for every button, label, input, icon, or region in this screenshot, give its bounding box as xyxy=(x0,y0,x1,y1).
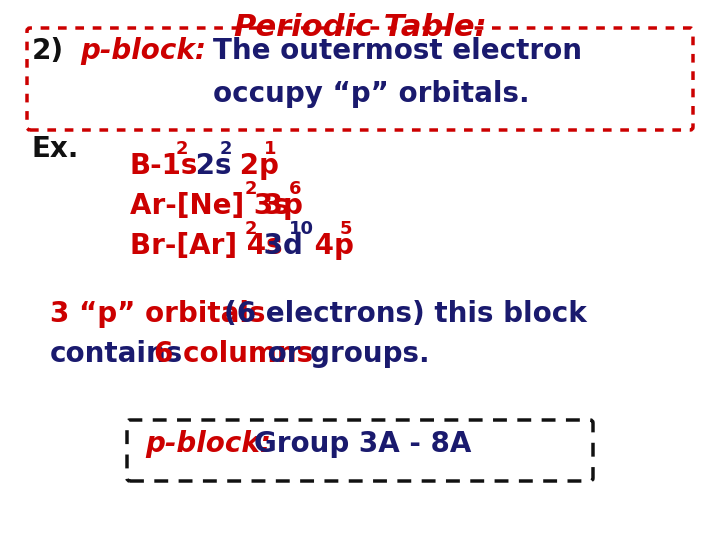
Text: Ar-[Ne] 3s: Ar-[Ne] 3s xyxy=(130,192,289,220)
Text: 2): 2) xyxy=(32,37,64,65)
Text: (6 electrons) this block: (6 electrons) this block xyxy=(225,300,588,328)
Text: 3 “p” orbitals: 3 “p” orbitals xyxy=(50,300,266,328)
Text: 2: 2 xyxy=(245,220,258,238)
Text: p-block:: p-block: xyxy=(80,37,206,65)
Text: 10: 10 xyxy=(289,220,314,238)
Text: 4p: 4p xyxy=(305,232,354,260)
Text: or groups.: or groups. xyxy=(258,340,430,368)
Text: 2: 2 xyxy=(176,140,189,158)
Text: Br-[Ar] 4s: Br-[Ar] 4s xyxy=(130,232,283,260)
Text: 3d: 3d xyxy=(254,232,303,260)
Text: contains: contains xyxy=(50,340,184,368)
Text: 2: 2 xyxy=(220,140,233,158)
Text: Group 3A - 8A: Group 3A - 8A xyxy=(253,430,471,458)
Text: 5: 5 xyxy=(340,220,352,238)
Text: Periodic Table:: Periodic Table: xyxy=(233,13,487,42)
Text: 6 columns: 6 columns xyxy=(153,340,312,368)
Text: 6: 6 xyxy=(289,180,302,198)
Text: 2s: 2s xyxy=(186,152,231,180)
Text: 3p: 3p xyxy=(254,192,303,220)
Text: 2p: 2p xyxy=(230,152,279,180)
Text: occupy “p” orbitals.: occupy “p” orbitals. xyxy=(213,80,530,108)
Text: B-1s: B-1s xyxy=(130,152,199,180)
Text: The outermost electron: The outermost electron xyxy=(213,37,582,65)
Text: 2: 2 xyxy=(245,180,258,198)
Text: 1: 1 xyxy=(264,140,276,158)
Text: Ex.: Ex. xyxy=(32,135,79,163)
Text: p-block:: p-block: xyxy=(145,430,271,458)
